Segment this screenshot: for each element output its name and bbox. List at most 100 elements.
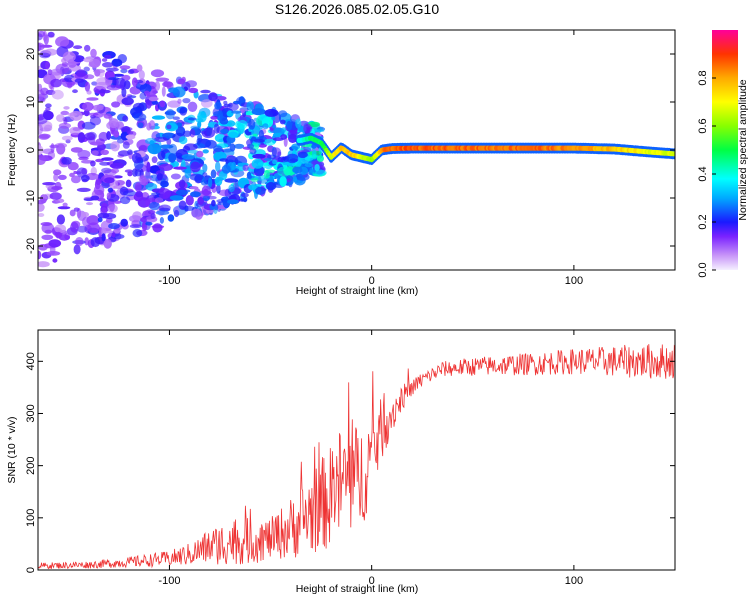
spectrogram-blob: [189, 186, 199, 190]
spectrogram-ytick-label: 0: [25, 147, 37, 153]
spectrogram-blob: [213, 145, 223, 153]
spectrogram-blob: [86, 97, 99, 101]
spectrogram-blob: [77, 149, 91, 159]
spectrogram-blob: [282, 162, 292, 166]
spectrogram-blob: [251, 158, 264, 169]
spectrogram-blob: [215, 161, 221, 172]
spectrogram-blob: [315, 169, 327, 176]
spectrogram-blob: [170, 173, 181, 180]
spectrogram-blob: [288, 133, 298, 143]
spectrogram-blob: [140, 217, 147, 223]
snr-ytick-label: 0: [25, 567, 37, 573]
spectrogram-blob: [72, 127, 81, 132]
spectrogram-blob: [40, 87, 49, 96]
spectrogram-blob: [72, 89, 78, 94]
spectrogram-blob: [38, 261, 50, 268]
spectrogram-xtick-label: 0: [369, 275, 375, 287]
spectrogram-blob: [173, 166, 187, 170]
spectrogram-blob: [108, 77, 120, 81]
spectrogram-blob: [120, 218, 128, 227]
spectrogram-blob: [172, 86, 186, 98]
spectrogram-blob: [314, 164, 320, 172]
spectrogram-blob: [285, 153, 299, 164]
colorbar-tick-label: 0.0: [697, 262, 709, 277]
spectrogram-blob: [56, 114, 65, 122]
spectrogram-blob: [252, 153, 266, 159]
spectrogram-ytick-label: -20: [25, 238, 37, 254]
spectrogram-blob: [83, 66, 90, 72]
spectrogram-blob: [116, 139, 124, 144]
spectrogram-blob: [119, 186, 129, 196]
spectrogram-blob: [103, 238, 112, 249]
spectrogram-blob: [242, 164, 249, 172]
spectrogram-blob: [132, 211, 143, 221]
spectrogram-blob: [187, 117, 197, 121]
spectrogram-blob: [202, 195, 210, 201]
spectrogram-blob: [248, 118, 256, 130]
spectrogram-blob: [312, 154, 317, 160]
spectrogram-blob: [111, 232, 116, 238]
spectrogram-blob: [210, 169, 217, 179]
spectrogram-blob: [134, 182, 142, 192]
spectrogram-blob: [188, 87, 199, 94]
spectrogram-blob: [105, 67, 119, 72]
spectrogram-blob: [258, 129, 264, 141]
spectrogram-blob: [278, 110, 288, 118]
snr-frame: [37, 329, 676, 571]
snr-series-line: [38, 344, 675, 570]
spectrogram-blob: [50, 143, 55, 153]
spectrogram-blob: [38, 43, 42, 52]
spectrogram-blob: [67, 162, 79, 171]
spectrogram-blob: [205, 139, 217, 149]
spectrogram-blob: [200, 89, 211, 94]
spectrogram-blob: [157, 150, 166, 161]
spectrogram-blob: [304, 162, 313, 168]
spectrogram-blob: [219, 158, 229, 162]
spectrogram-blob: [220, 128, 229, 134]
spectrogram-blob: [69, 110, 83, 121]
spectrogram-blob: [272, 124, 277, 129]
spectrogram-blob: [263, 138, 276, 146]
spectrogram-blob: [202, 149, 209, 154]
spectrogram-blob: [38, 154, 46, 165]
snr-ytick-label: 300: [25, 404, 37, 422]
spectrogram-blob: [92, 104, 104, 111]
spectrogram-blob: [75, 237, 84, 247]
spectrogram-blob: [252, 133, 258, 137]
spectrogram-blob: [119, 196, 131, 205]
spectrogram-blob: [263, 170, 270, 179]
spectrogram-blob: [113, 130, 120, 138]
spectrogram-blob: [135, 190, 143, 198]
spectrogram-blob: [90, 160, 96, 167]
spectrogram-blob: [87, 112, 99, 116]
spectrogram-blob: [226, 120, 236, 127]
spectrogram-blob: [121, 97, 134, 106]
spectrogram-xtick-label: 100: [565, 275, 583, 287]
spectrogram-blob: [110, 141, 120, 152]
spectrogram-blob: [253, 139, 266, 143]
spectrogram-blob: [151, 192, 161, 196]
spectrogram-blob: [126, 131, 134, 135]
spectrogram-blob: [86, 202, 93, 206]
spectrogram-blob: [147, 143, 162, 155]
spectrogram-blob: [214, 101, 222, 110]
spectrogram-blob: [138, 174, 153, 183]
snr-xtick-label: 0: [369, 575, 375, 587]
spectrogram-blob: [101, 157, 114, 161]
spectrogram-blob: [39, 52, 51, 59]
spectrogram-blob: [218, 189, 232, 197]
spectrogram-blob: [240, 109, 246, 114]
spectrogram-blob: [286, 178, 291, 183]
spectrogram-blob: [62, 202, 68, 207]
spectrogram-blob: [251, 108, 266, 116]
spectrogram-blob: [90, 48, 97, 58]
spectrogram-blob: [44, 229, 53, 234]
spectrogram-blob: [42, 182, 56, 186]
spectrogram-blob: [106, 85, 121, 91]
spectrogram-blob: [166, 124, 172, 130]
spectrogram-blob: [297, 151, 308, 158]
chart-title: S126.2026.085.02.05.G10: [275, 1, 439, 17]
spectrogram-blob: [74, 78, 85, 83]
spectrogram-blob: [53, 169, 62, 176]
